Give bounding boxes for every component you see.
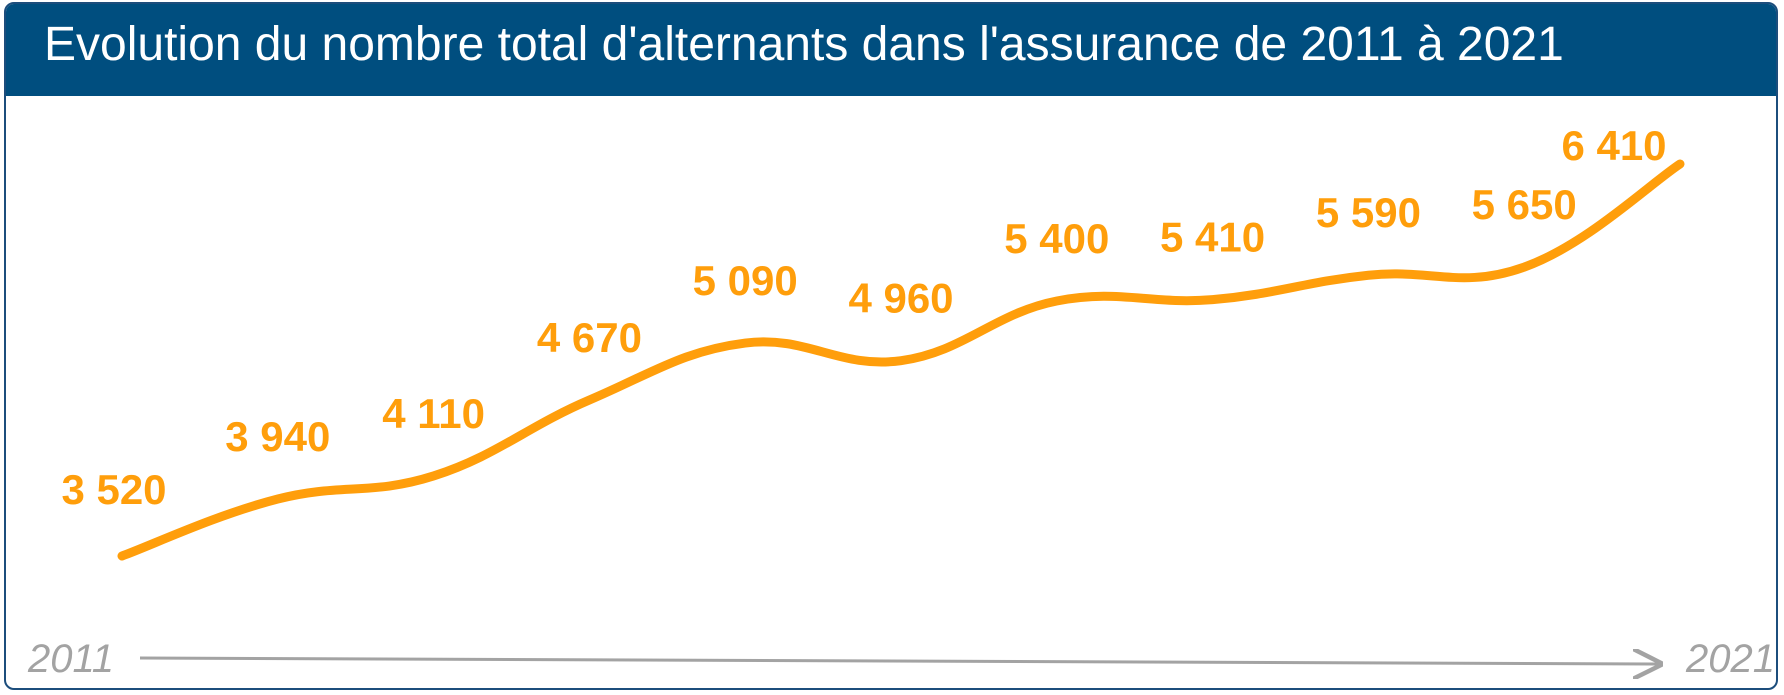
data-label-2017: 5 400 bbox=[1004, 215, 1109, 262]
data-label-2011: 3 520 bbox=[61, 466, 166, 513]
data-label-2021: 6 410 bbox=[1561, 122, 1666, 169]
axis-end-label: 2021 bbox=[1685, 637, 1775, 681]
chart-title: Evolution du nombre total d'alternants d… bbox=[44, 18, 1564, 71]
data-label-2013: 4 110 bbox=[382, 390, 485, 437]
series-line bbox=[117, 159, 1685, 561]
data-label-2014: 4 670 bbox=[537, 314, 642, 361]
chart-header: Evolution du nombre total d'alternants d… bbox=[6, 4, 1776, 96]
data-label-2012: 3 940 bbox=[225, 413, 330, 460]
line-chart: 2011 2021 3 520 3 940 4 110 4 670 5 090 4 960 5… bbox=[27, 122, 1775, 681]
data-label-2020: 5 650 bbox=[1472, 181, 1577, 228]
data-label-2019: 5 590 bbox=[1316, 189, 1421, 236]
chart-card: Evolution du nombre total d'alternants d… bbox=[4, 2, 1778, 690]
data-label-2018: 5 410 bbox=[1160, 214, 1265, 261]
time-axis-arrow bbox=[139, 658, 1660, 664]
data-label-2016: 4 960 bbox=[848, 275, 953, 322]
data-label-2015: 5 090 bbox=[693, 257, 798, 304]
axis-start-label: 2011 bbox=[27, 637, 114, 681]
